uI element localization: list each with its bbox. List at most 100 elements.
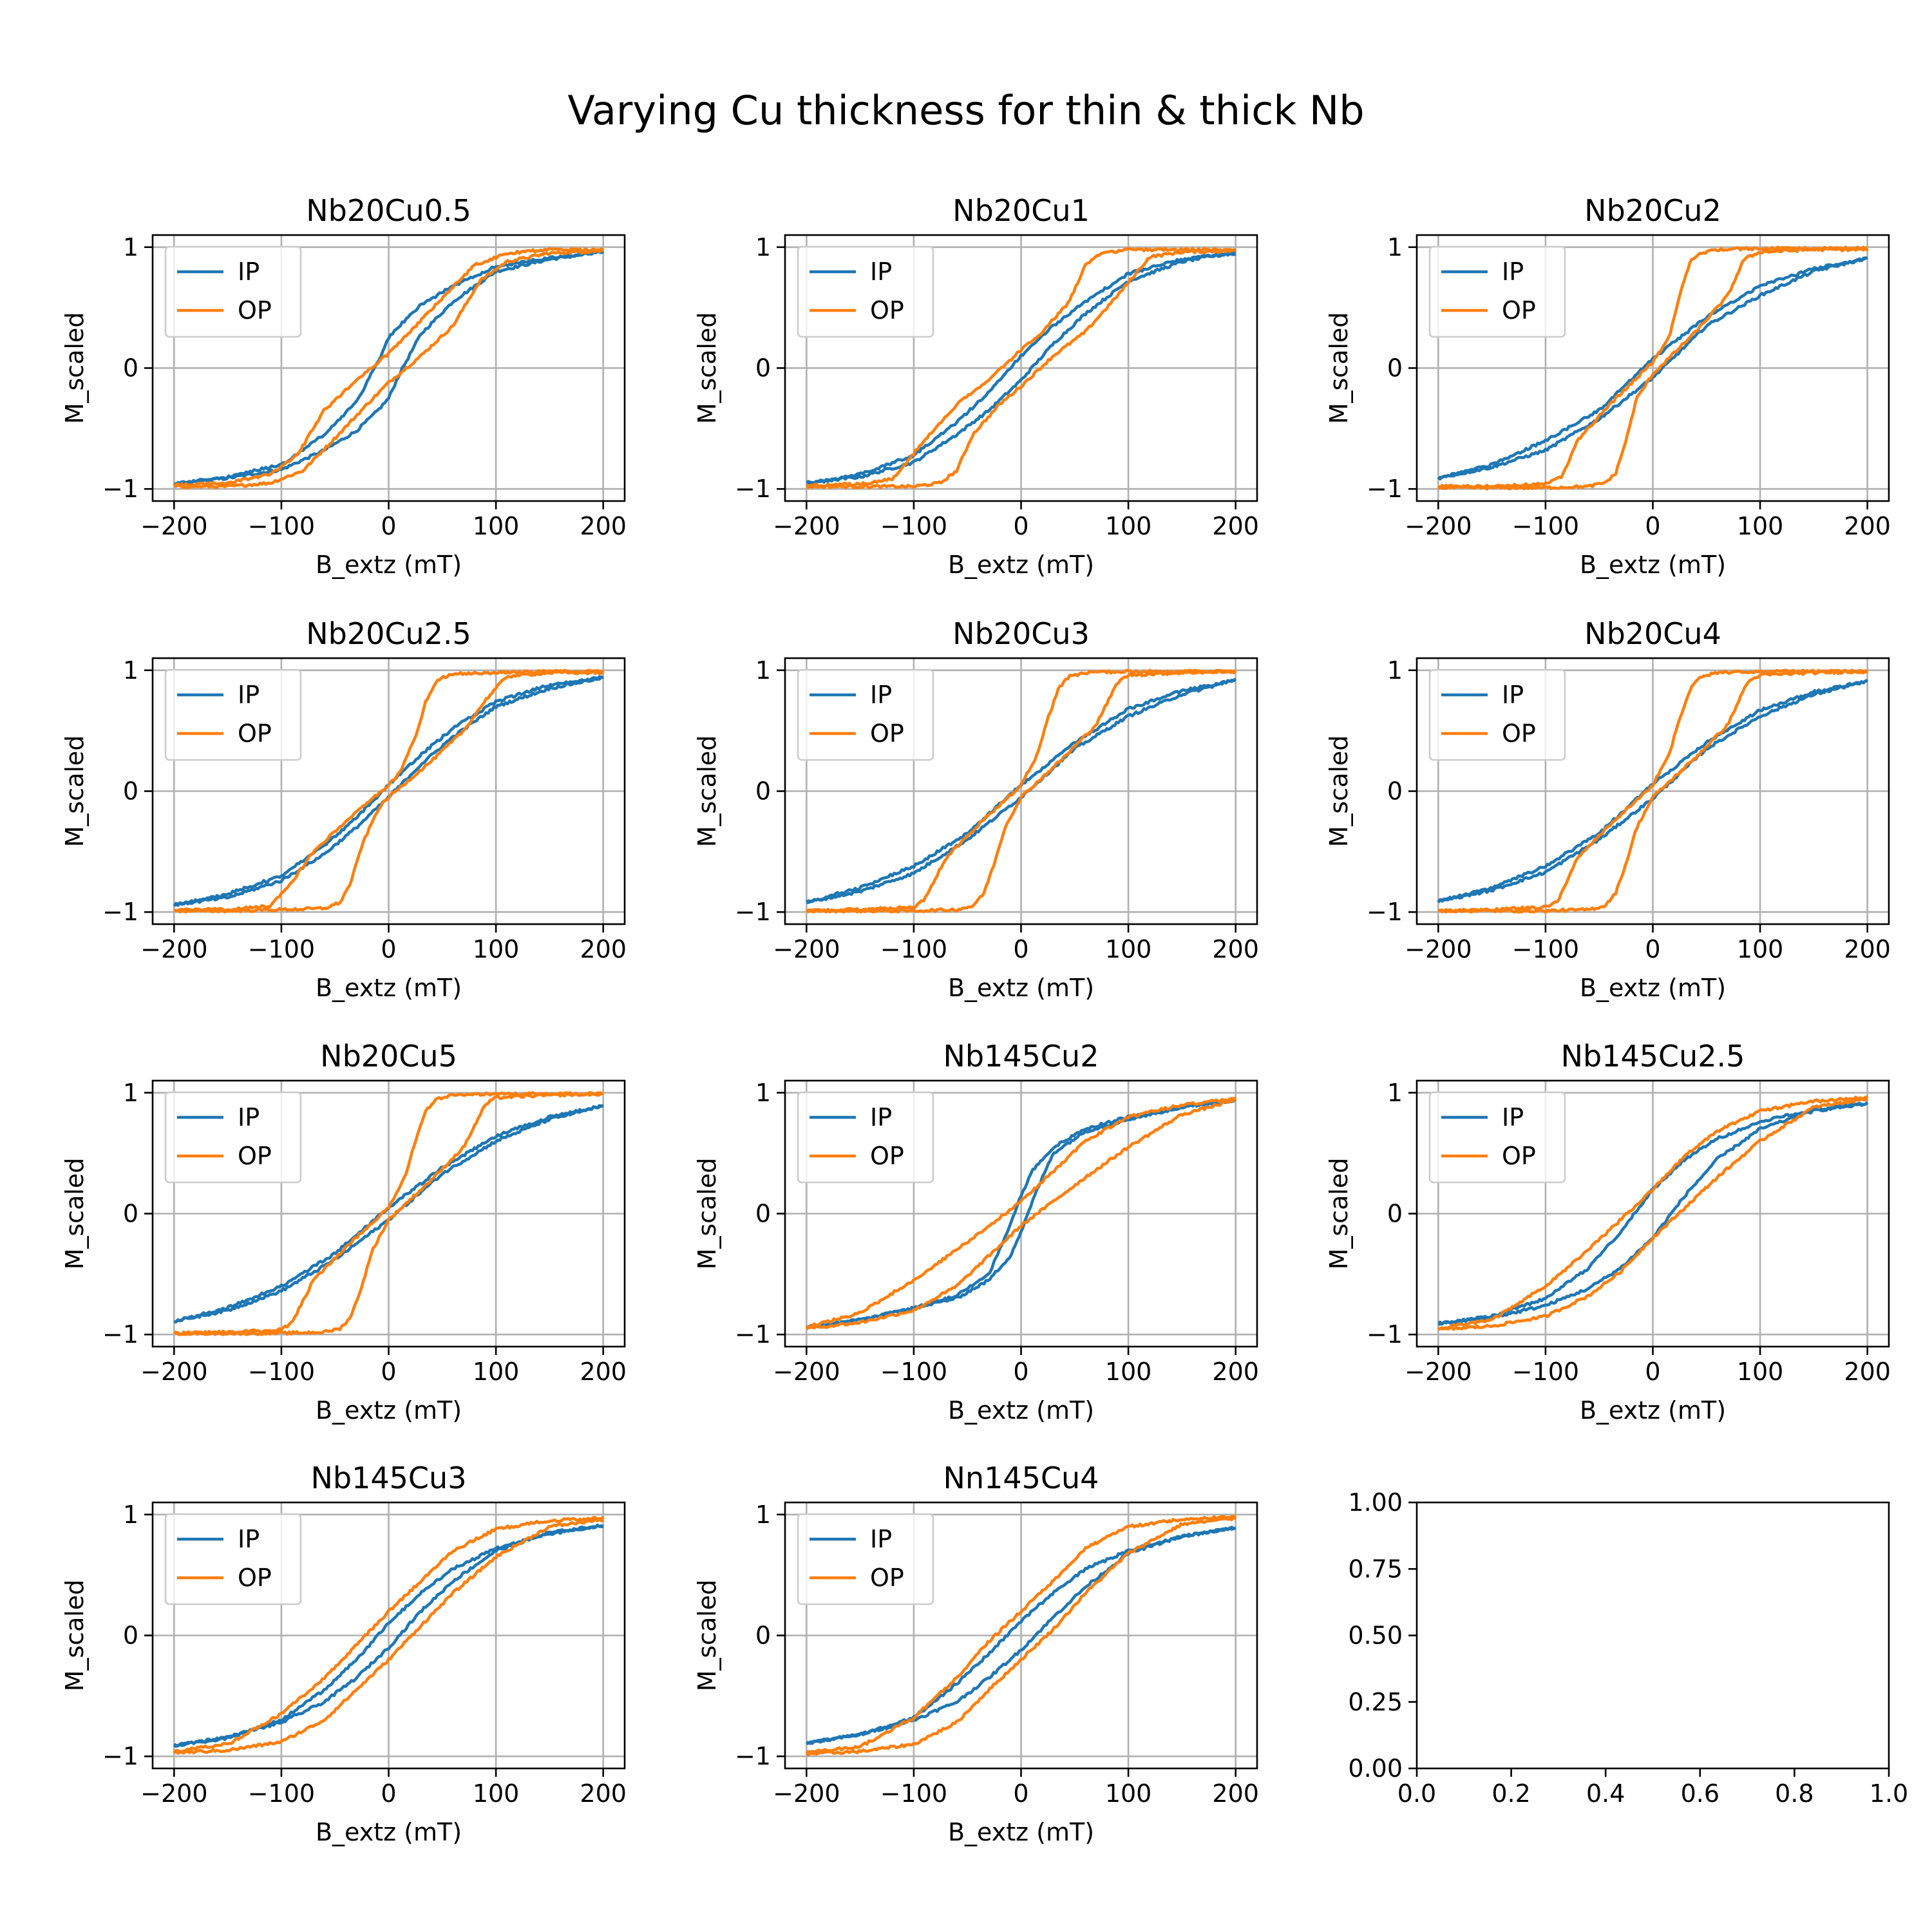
subplot-title: Nb20Cu1 bbox=[952, 193, 1090, 228]
legend-box bbox=[164, 1091, 302, 1184]
legend-box bbox=[797, 245, 934, 338]
series-line-op-ascending bbox=[173, 670, 605, 914]
x-axis-label: B_extz (mT) bbox=[948, 974, 1094, 1002]
x-tick-label: 0 bbox=[381, 1358, 396, 1386]
series-line-op-ascending bbox=[173, 249, 603, 489]
y-tick-label: −1 bbox=[102, 1742, 138, 1770]
x-tick-label: 1.0 bbox=[1870, 1779, 1908, 1808]
legend-box bbox=[1428, 668, 1566, 761]
x-axis-label: B_extz (mT) bbox=[1580, 1396, 1726, 1425]
y-tick-label: −1 bbox=[735, 898, 771, 926]
legend: IP OP bbox=[1428, 1091, 1566, 1184]
legend-label-op: OP bbox=[238, 1564, 272, 1592]
series-line-ip-descending bbox=[1437, 256, 1868, 480]
y-tick-label: 0 bbox=[123, 1622, 138, 1650]
y-tick-label: −1 bbox=[102, 475, 138, 503]
subplot-title: Nb145Cu2.5 bbox=[1561, 1039, 1745, 1074]
x-tick-label: 0 bbox=[1013, 1358, 1028, 1386]
x-tick-label: 200 bbox=[1844, 935, 1891, 963]
x-tick-label: −100 bbox=[1512, 512, 1579, 540]
legend-label-ip: IP bbox=[238, 1103, 260, 1132]
x-axis-label: B_extz (mT) bbox=[948, 1396, 1094, 1425]
series-line-ip-ascending bbox=[806, 1526, 1236, 1745]
x-tick-label: 0 bbox=[1013, 935, 1028, 963]
legend: IP OP bbox=[1428, 668, 1566, 761]
subplot-title: Nb20Cu4 bbox=[1584, 616, 1721, 651]
subplot-nb20cu3: −200 −100 0 100 200 −1 0 1 Nb20Cu3 B_extz (mT) M_s… bbox=[693, 616, 1259, 1002]
y-tick-label: −1 bbox=[735, 475, 771, 503]
x-tick-label: 100 bbox=[1105, 1358, 1152, 1386]
subplot-nb20cu4: −200 −100 0 100 200 −1 0 1 Nb20Cu4 B_extz (mT) M_s… bbox=[1325, 616, 1891, 1002]
y-axis-label: M_scaled bbox=[693, 735, 721, 848]
x-tick-label: 0 bbox=[1645, 935, 1660, 963]
x-tick-label: −100 bbox=[1512, 1358, 1579, 1386]
series-line-op-ascending bbox=[173, 1091, 604, 1336]
x-tick-label: 200 bbox=[1212, 935, 1259, 963]
x-tick-label: 200 bbox=[580, 1358, 627, 1386]
y-tick-label: 0 bbox=[123, 777, 138, 806]
legend-label-ip: IP bbox=[870, 681, 892, 709]
y-tick-label: 0 bbox=[755, 777, 771, 806]
subplot-nb20cu5: −200 −100 0 100 200 −1 0 1 Nb20Cu5 B_extz (mT) M_s… bbox=[61, 1039, 627, 1425]
x-tick-label: −200 bbox=[773, 1779, 840, 1808]
x-tick-label: 0 bbox=[1013, 512, 1028, 540]
x-tick-label: −100 bbox=[248, 935, 315, 963]
legend-label-op: OP bbox=[1502, 1142, 1536, 1170]
x-tick-label: 200 bbox=[1212, 1358, 1259, 1386]
y-axis-label: M_scaled bbox=[1325, 735, 1353, 848]
subplot-title: Nb20Cu2 bbox=[1584, 193, 1721, 228]
subplot-empty: 0.0 0.2 0.4 0.6 0.8 1.0 0.00 0.25 0.50 0.75 1.00 bbox=[1348, 1488, 1908, 1808]
y-tick-label: −1 bbox=[102, 1320, 138, 1349]
legend-label-ip: IP bbox=[1502, 681, 1524, 709]
y-tick-label: −1 bbox=[735, 1742, 771, 1770]
series-line-op-ascending bbox=[805, 669, 1237, 914]
series-line-op-descending bbox=[173, 1091, 604, 1336]
x-axis-label: B_extz (mT) bbox=[948, 1818, 1094, 1846]
subplot-title: Nb145Cu2 bbox=[943, 1039, 1099, 1074]
x-tick-label: −200 bbox=[773, 935, 840, 963]
y-tick-label: −1 bbox=[1367, 1320, 1403, 1349]
legend-label-ip: IP bbox=[238, 1525, 260, 1553]
x-tick-label: −100 bbox=[248, 1779, 315, 1808]
legend: IP OP bbox=[164, 245, 302, 338]
x-axis-label: B_extz (mT) bbox=[948, 551, 1094, 579]
y-tick-label: 1 bbox=[1387, 233, 1403, 261]
series-line-op-descending bbox=[805, 1096, 1236, 1330]
y-axis-label: M_scaled bbox=[61, 735, 89, 848]
x-tick-label: −200 bbox=[140, 1779, 207, 1808]
x-tick-label: −100 bbox=[880, 512, 947, 540]
series-line-op-descending bbox=[173, 1515, 605, 1754]
legend-label-ip: IP bbox=[1502, 1103, 1524, 1132]
x-tick-label: 0.4 bbox=[1586, 1779, 1625, 1808]
subplot-nb20cu2: −200 −100 0 100 200 −1 0 1 Nb20Cu2 B_extz (mT) M_s… bbox=[1325, 193, 1891, 579]
x-tick-label: −200 bbox=[140, 935, 207, 963]
series-line-ip-descending bbox=[806, 252, 1236, 486]
x-tick-label: 100 bbox=[473, 1779, 520, 1808]
y-axis-label: M_scaled bbox=[693, 1158, 721, 1270]
legend-label-ip: IP bbox=[1502, 258, 1524, 286]
legend-label-op: OP bbox=[1502, 296, 1536, 325]
legend: IP OP bbox=[164, 1091, 302, 1184]
legend: IP OP bbox=[164, 1513, 302, 1605]
y-axis-label: M_scaled bbox=[693, 1580, 721, 1692]
series-line-ip-ascending bbox=[806, 1099, 1236, 1330]
y-tick-label: 1.00 bbox=[1348, 1488, 1403, 1517]
series-line-op-ascending bbox=[173, 1517, 604, 1755]
legend-label-ip: IP bbox=[870, 1525, 892, 1553]
x-tick-label: 200 bbox=[1212, 1779, 1259, 1808]
y-axis-label: M_scaled bbox=[1325, 1158, 1353, 1270]
series-line-op-descending bbox=[805, 1514, 1236, 1755]
subplot-nb20cu2-5: −200 −100 0 100 200 −1 0 1 Nb20Cu2.5 B_extz (mT) M… bbox=[61, 616, 627, 1002]
legend-box bbox=[797, 1091, 934, 1184]
legend-box bbox=[1428, 245, 1566, 338]
x-tick-label: −100 bbox=[880, 935, 947, 963]
x-tick-label: 100 bbox=[1737, 935, 1784, 963]
x-tick-label: −200 bbox=[1405, 935, 1472, 963]
y-tick-label: 0.00 bbox=[1348, 1754, 1403, 1783]
x-tick-label: −200 bbox=[140, 1358, 207, 1386]
legend-label-op: OP bbox=[1502, 719, 1536, 748]
x-tick-label: −200 bbox=[773, 1358, 840, 1386]
series-line-op-descending bbox=[805, 668, 1236, 914]
